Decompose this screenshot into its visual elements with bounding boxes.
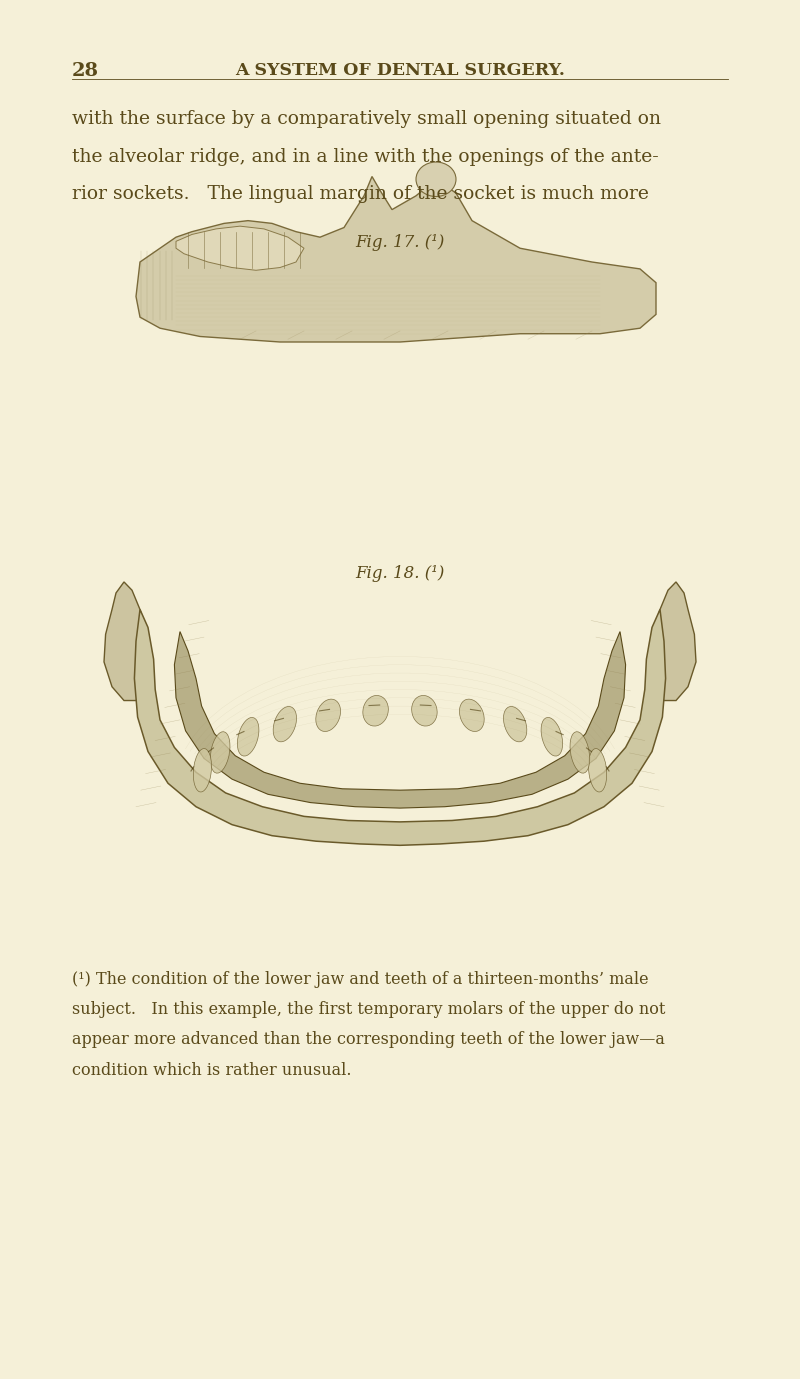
Ellipse shape [541, 717, 562, 756]
Polygon shape [134, 610, 666, 845]
Text: condition which is rather unusual.: condition which is rather unusual. [72, 1062, 351, 1078]
Ellipse shape [570, 732, 590, 774]
Text: appear more advanced than the corresponding teeth of the lower jaw—a: appear more advanced than the correspond… [72, 1031, 665, 1048]
Polygon shape [136, 177, 656, 342]
Polygon shape [176, 226, 304, 270]
Text: rior sockets.   The lingual margin of the socket is much more: rior sockets. The lingual margin of the … [72, 185, 649, 203]
Polygon shape [648, 582, 696, 701]
Text: the alveolar ridge, and in a line with the openings of the ante-: the alveolar ridge, and in a line with t… [72, 148, 658, 165]
Polygon shape [104, 582, 152, 701]
Text: with the surface by a comparatively small opening situated on: with the surface by a comparatively smal… [72, 110, 661, 128]
Text: A SYSTEM OF DENTAL SURGERY.: A SYSTEM OF DENTAL SURGERY. [235, 62, 565, 79]
Ellipse shape [194, 749, 211, 792]
Ellipse shape [363, 695, 388, 727]
Ellipse shape [238, 717, 259, 756]
Ellipse shape [412, 695, 437, 727]
Ellipse shape [589, 749, 606, 792]
Text: 28: 28 [72, 62, 99, 80]
Ellipse shape [316, 699, 341, 731]
Ellipse shape [459, 699, 484, 731]
Text: Fig. 18. (¹): Fig. 18. (¹) [355, 565, 445, 582]
Text: subject.   In this example, the first temporary molars of the upper do not: subject. In this example, the first temp… [72, 1001, 666, 1018]
Ellipse shape [273, 706, 297, 742]
Polygon shape [174, 632, 626, 808]
Ellipse shape [210, 732, 230, 774]
Ellipse shape [503, 706, 527, 742]
Text: (¹) The condition of the lower jaw and teeth of a thirteen-months’ male: (¹) The condition of the lower jaw and t… [72, 971, 649, 987]
Text: Fig. 17. (¹): Fig. 17. (¹) [355, 234, 445, 251]
Ellipse shape [416, 163, 456, 196]
